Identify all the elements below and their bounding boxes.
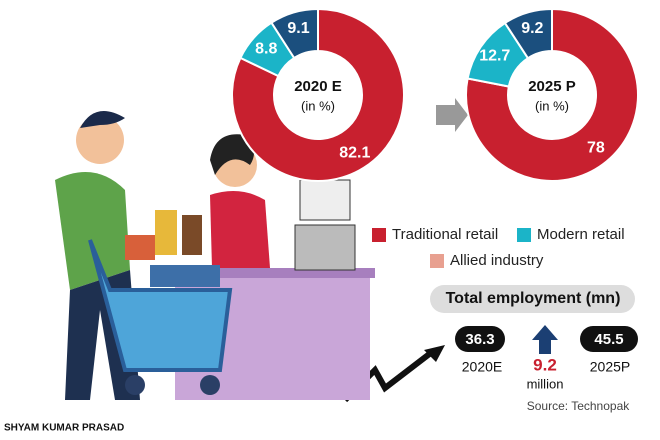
product: [155, 210, 177, 255]
employment-title: Total employment (mn): [446, 290, 621, 307]
illustration: [55, 98, 638, 403]
donut-title: 2025 P: [528, 78, 576, 95]
product: [182, 215, 202, 255]
donut-segment: [503, 7, 553, 60]
donut-hole: [275, 52, 361, 138]
source: Source: Technopak: [527, 399, 631, 413]
cart-wheel: [125, 375, 145, 395]
donut-subtitle: (in %): [535, 98, 569, 113]
cart-wheel: [200, 375, 220, 395]
employment-value: 36.3: [465, 331, 494, 348]
shopper-shirt: [55, 172, 130, 290]
increase-value: 9.2: [533, 355, 557, 374]
data-label: 78: [587, 139, 605, 156]
donut-hole: [509, 52, 595, 138]
shopper-hair: [80, 110, 125, 128]
counter-top: [170, 268, 375, 278]
data-label: 12.7: [479, 48, 510, 65]
increase-arrow: [532, 325, 558, 354]
employment-value: 45.5: [594, 331, 623, 348]
employment-label: 2025P: [590, 359, 630, 375]
legend-label: Allied industry: [450, 252, 544, 269]
donut-segment: [465, 7, 639, 182]
cart: [88, 239, 233, 372]
credit: SHYAM KUMAR PRASAD: [4, 423, 124, 434]
data-label: 8.8: [255, 41, 277, 58]
product: [150, 265, 220, 287]
register: [294, 224, 356, 271]
product: [125, 235, 155, 260]
data-label: 82.1: [339, 145, 370, 162]
employment-pill: [430, 285, 635, 313]
donut-segment: [270, 7, 319, 60]
legend-label: Traditional retail: [392, 226, 498, 243]
increase-unit: million: [527, 376, 564, 391]
shopper-head: [76, 116, 124, 164]
donut-subtitle: (in %): [301, 98, 335, 113]
cashier-hair: [210, 134, 254, 175]
trend-arrow-head: [424, 345, 445, 362]
value-pill: [455, 326, 505, 352]
legend-swatch: [517, 228, 531, 242]
donut-segment: [231, 7, 405, 182]
cashier-body: [210, 191, 270, 268]
legend-label: Modern retail: [537, 226, 625, 243]
data-label: 9.2: [521, 20, 543, 37]
monitor: [299, 179, 351, 221]
legend-swatch: [430, 254, 444, 268]
donut-title: 2020 E: [294, 78, 342, 95]
comparison-arrow: [436, 98, 468, 132]
employment-label: 2020E: [462, 359, 502, 375]
data-label: 9.1: [287, 20, 309, 37]
value-pill: [580, 326, 638, 352]
legend-swatch: [372, 228, 386, 242]
